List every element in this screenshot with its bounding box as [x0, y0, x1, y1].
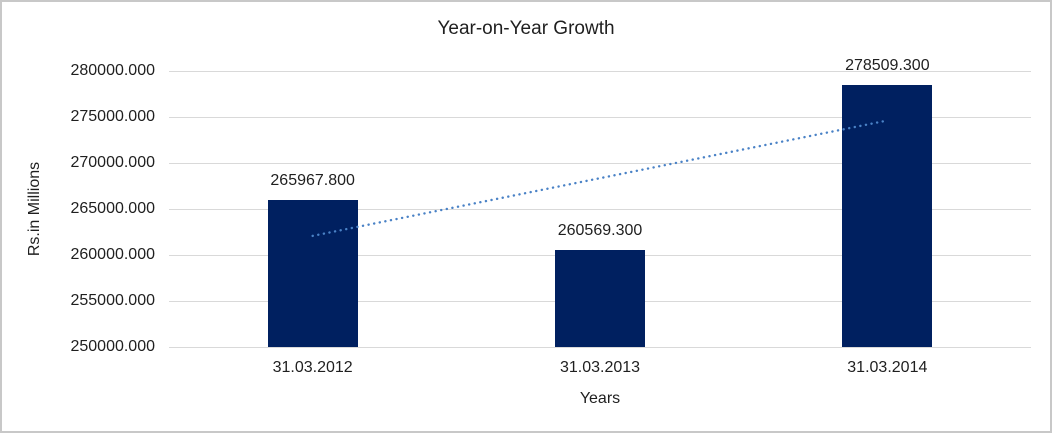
- bar: [555, 249, 645, 347]
- gridline: [169, 116, 1031, 118]
- y-tick-label: 250000.000: [70, 338, 155, 355]
- data-label: 260569.300: [557, 221, 643, 239]
- x-tick-label: 31.03.2014: [847, 359, 928, 376]
- data-label: 265967.800: [270, 172, 355, 190]
- y-tick-label: 275000.000: [70, 108, 155, 125]
- gridline: [169, 70, 1031, 72]
- gridline: [169, 346, 1031, 348]
- plot-area: 265967.800 260569.300 278509.300: [169, 57, 1031, 348]
- chart-title: Year-on-Year Growth: [437, 18, 615, 39]
- y-tick-label: 255000.000: [70, 292, 155, 309]
- data-label: 278509.300: [845, 56, 930, 74]
- x-tick-label: 31.03.2013: [559, 359, 641, 376]
- y-tick-label: 265000.000: [70, 200, 155, 217]
- y-tick-label: 280000.000: [70, 62, 155, 79]
- y-tick-label: 260000.000: [70, 246, 155, 263]
- bar: [842, 84, 933, 347]
- bar: [267, 200, 358, 347]
- y-tick-label: 270000.000: [70, 154, 155, 171]
- x-tick-label: 31.03.2012: [272, 359, 353, 376]
- x-axis-title: Years: [579, 390, 621, 407]
